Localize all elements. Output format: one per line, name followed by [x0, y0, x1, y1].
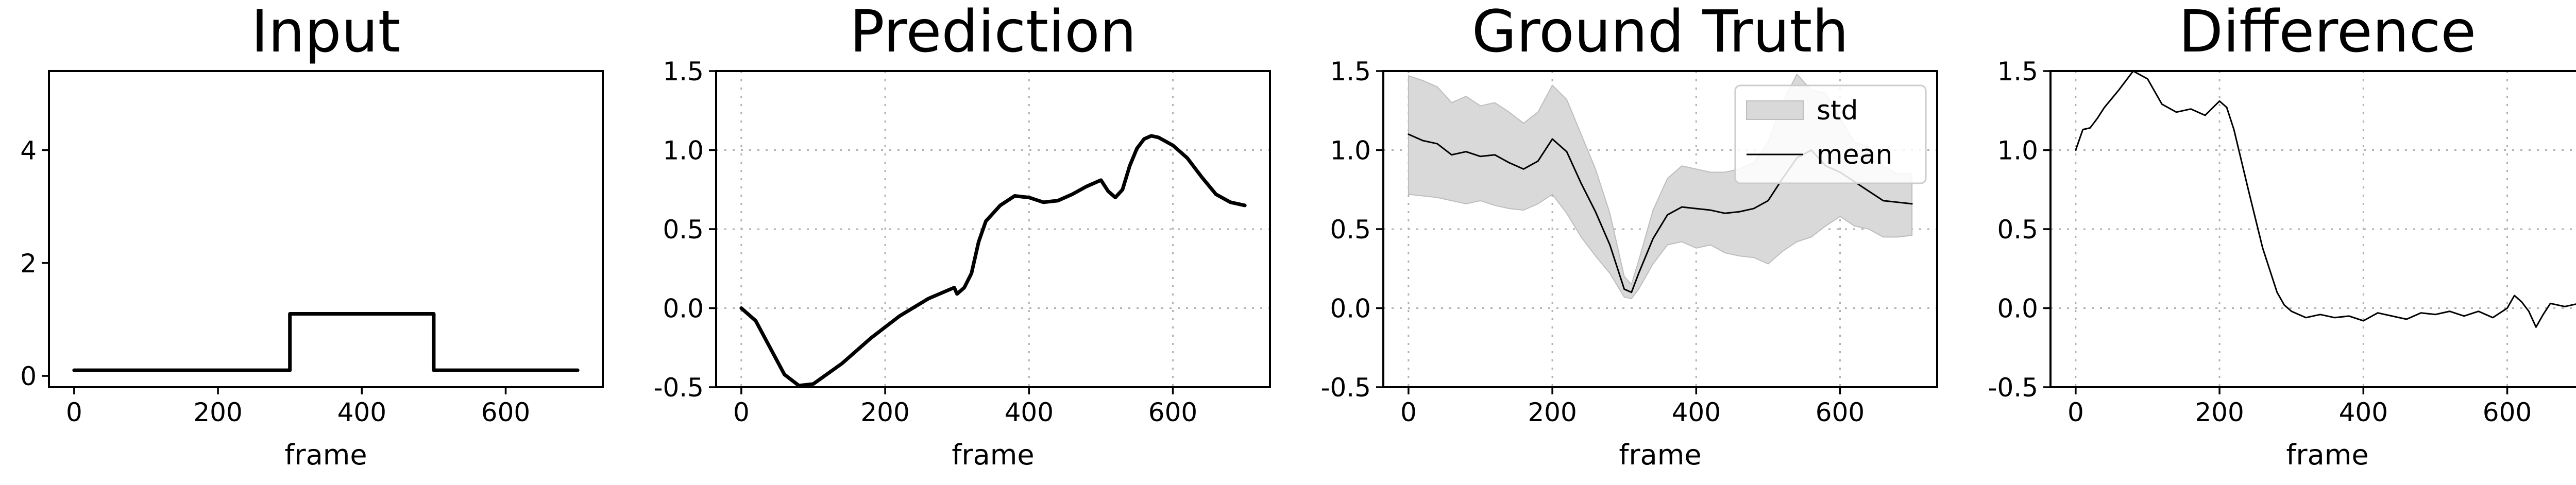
y-tick-label: 1.5 [1330, 57, 1371, 86]
y-tick-label: 1.5 [1997, 57, 2038, 86]
y-tick-label: -0.5 [1320, 373, 1371, 403]
x-tick-label: 200 [193, 397, 242, 427]
x-axis-label: frame [284, 439, 367, 471]
chart-title: Difference [2179, 0, 2476, 65]
y-tick-label: 1.0 [663, 136, 704, 166]
x-tick-label: 600 [2483, 397, 2532, 427]
x-axis-label: frame [952, 439, 1034, 471]
series-line-0 [2075, 71, 2576, 328]
y-tick-label: 0.0 [1997, 294, 2038, 324]
legend-label-mean: mean [1817, 140, 1892, 170]
y-tick-label: 0 [20, 361, 37, 391]
plot-area [2075, 71, 2576, 328]
y-tick-label: 0.5 [663, 215, 704, 245]
x-axis-label: frame [2286, 439, 2368, 471]
series-line-0 [72, 311, 580, 372]
series-line-0 [739, 134, 1247, 387]
chart-title: Prediction [850, 0, 1136, 65]
plot-area [739, 134, 1247, 387]
y-tick-label: 0.5 [1330, 215, 1371, 245]
x-tick-label: 0 [2067, 397, 2084, 427]
x-tick-label: 600 [1816, 397, 1865, 427]
x-tick-label: 0 [66, 397, 82, 427]
y-tick-label: 0.0 [1330, 294, 1371, 324]
x-tick-label: 400 [1672, 397, 1721, 427]
y-tick-label: -0.5 [1988, 373, 2038, 403]
axes-frame [48, 70, 604, 388]
x-tick-label: 0 [1400, 397, 1417, 427]
legend: std mean [1734, 84, 1927, 184]
y-tick-label: 1.0 [1997, 136, 2038, 166]
x-axis-label: frame [1619, 439, 1701, 471]
legend-swatch-std [1746, 100, 1804, 120]
x-tick-label: 200 [2195, 397, 2244, 427]
y-tick-label: 0.5 [1997, 215, 2038, 245]
x-tick-label: 600 [481, 397, 530, 427]
y-tick-label: 1.5 [663, 57, 704, 86]
panel-2: 0 200 400 600 -0.5 0.0 0.5 1.0 1.5 Ground Truth fr… [1320, 0, 1938, 471]
y-tick-label: 4 [20, 136, 37, 166]
plot-area [72, 311, 580, 372]
x-tick-label: 400 [337, 397, 386, 427]
x-tick-label: 0 [733, 397, 750, 427]
panel-0: 0 200 400 600 0 2 4 Input frame [20, 0, 604, 471]
panel-3: 0 200 400 600 -0.5 0.0 0.5 1.0 1.5 Difference fram… [1988, 0, 2576, 471]
legend-label-std: std [1817, 95, 1858, 126]
x-tick-label: 200 [860, 397, 909, 427]
x-tick-label: 400 [2339, 397, 2388, 427]
x-tick-label: 400 [1005, 397, 1054, 427]
y-tick-label: -0.5 [653, 373, 704, 403]
chart-title: Ground Truth [1472, 0, 1849, 65]
y-tick-label: 2 [20, 249, 37, 279]
x-tick-label: 200 [1528, 397, 1577, 427]
chart-title: Input [251, 0, 400, 65]
y-tick-label: 1.0 [1330, 136, 1371, 166]
x-tick-label: 600 [1148, 397, 1197, 427]
y-tick-label: 0.0 [663, 294, 704, 324]
panel-1: 0 200 400 600 -0.5 0.0 0.5 1.0 1.5 Prediction fram… [653, 0, 1271, 471]
